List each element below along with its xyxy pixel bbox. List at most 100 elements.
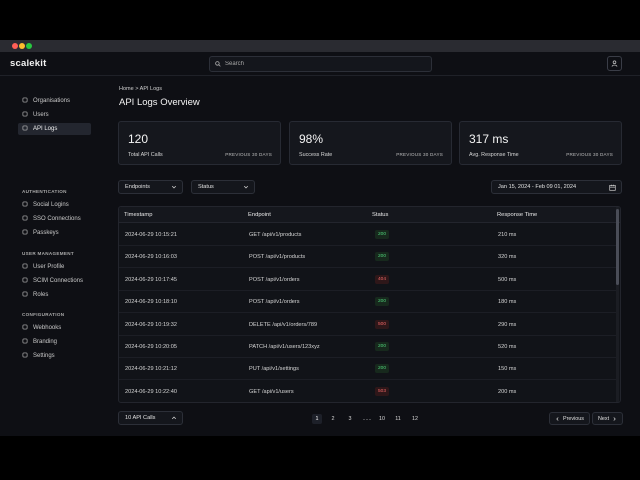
cell-timestamp: 2024-06-29 10:18:10 [125,299,177,306]
table-scrollbar[interactable] [616,207,619,402]
stat-period: PREVIOUS 30 DAYS [225,152,272,157]
cell-endpoint: GET /api/v1/users [249,388,294,395]
endpoints-dropdown[interactable]: Endpoints [118,180,183,194]
column-header-status[interactable]: Status [372,212,389,218]
gear-icon [22,352,33,360]
stat-card-response-time: 317 ms Avg. Response Time PREVIOUS 30 DA… [459,121,622,165]
stat-label: Avg. Response Time [469,152,519,158]
roles-icon [22,291,33,299]
page-12-button[interactable]: 12 [412,416,418,422]
cell-timestamp: 2024-06-29 10:16:03 [125,254,177,261]
sidebar: Organisations Users API Logs AUTHENTICATION… [0,76,100,436]
app-logo[interactable]: scalekit [10,58,47,69]
status-badge: 200 [375,342,390,351]
sidebar-item-roles[interactable]: Roles [18,289,91,301]
previous-page-button[interactable]: Previous [549,412,590,425]
pagination-ellipsis: ...... [362,416,372,422]
stat-card-success-rate: 98% Success Rate PREVIOUS 30 DAYS [289,121,452,165]
sidebar-item-api-logs[interactable]: API Logs [18,123,91,135]
sidebar-section-title: USER MANAGEMENT [22,251,74,256]
sidebar-item-users[interactable]: Users [18,109,91,121]
table-row[interactable]: 2024-06-29 10:17:45 POST /api/v1/orders 40… [119,269,616,291]
breadcrumb: Home > API Logs [119,86,162,92]
status-badge: 404 [375,274,390,284]
close-window-dot[interactable] [12,43,18,49]
page-10-button[interactable]: 10 [379,416,385,422]
user-menu-button[interactable] [607,56,622,71]
page-size-label: 10 API Calls [125,415,156,421]
page-2-button[interactable]: 2 [331,416,335,422]
next-page-button[interactable]: Next [592,412,624,425]
status-badge: 500 [375,319,390,329]
cell-endpoint: GET /api/v1/products [249,232,302,238]
column-header-endpoint[interactable]: Endpoint [248,212,271,218]
page-11-button[interactable]: 11 [395,416,401,422]
search-input[interactable] [225,61,405,67]
breadcrumb-current: API Logs [139,86,162,92]
table-row[interactable]: 2024-06-29 10:16:03 POST /api/v1/products… [119,246,616,269]
webhook-icon [22,324,33,332]
sidebar-item-label: Webhooks [33,325,62,331]
column-header-response-time[interactable]: Response Time [497,212,538,218]
date-range-picker[interactable]: Jan 15, 2024 - Feb 09 01, 2024 [491,180,622,194]
page-1-button[interactable]: 1 [312,414,322,424]
cell-endpoint: POST /api/v1/products [249,254,306,261]
cell-timestamp: 2024-06-29 10:15:21 [125,232,177,238]
scim-icon [22,277,33,285]
table-row[interactable]: 2024-06-29 10:22:40 GET /api/v1/users 503 2… [119,381,616,402]
sidebar-item-sso-connections[interactable]: SSO Connections [18,213,91,225]
sidebar-item-scim-connections[interactable]: SCIM Connections [18,275,91,287]
table-row[interactable]: 2024-06-29 10:20:05 PATCH /api/v1/users/1… [119,336,616,358]
building-icon [22,97,33,105]
chevron-down-icon [171,185,177,189]
profile-icon [22,263,33,271]
page-3-button[interactable]: 3 [348,416,352,422]
page-title: API Logs Overview [119,97,200,108]
stat-value: 120 [128,132,149,146]
sidebar-item-user-profile[interactable]: User Profile [18,261,91,273]
cell-response-time: 150 ms [498,366,517,373]
column-header-timestamp[interactable]: Timestamp [124,212,153,218]
cell-endpoint: DELETE /api/v1/orders/789 [249,321,318,328]
table-row[interactable]: 2024-06-29 10:19:32 DELETE /api/v1/orders… [119,314,616,336]
browser-window: scalekit Organisations Users API Logs AUTHE… [0,40,640,436]
cell-response-time: 210 ms [498,232,517,238]
sidebar-item-social-logins[interactable]: Social Logins [18,199,91,211]
search-box[interactable] [209,56,432,72]
cell-response-time: 290 ms [498,321,517,328]
stat-value: 98% [299,132,324,146]
cell-response-time: 520 ms [498,344,517,350]
sidebar-item-label: Branding [33,339,58,345]
sidebar-item-label: SSO Connections [33,216,81,222]
minimize-window-dot[interactable] [19,43,25,49]
table-row[interactable]: 2024-06-29 10:21:12 PUT /api/v1/settings 2… [119,358,616,381]
breadcrumb-home[interactable]: Home [119,86,134,92]
sidebar-item-label: User Profile [33,264,65,270]
api-logs-table: Timestamp Endpoint Status Response Time … [118,206,621,403]
cell-timestamp: 2024-06-29 10:19:32 [125,321,177,328]
table-row[interactable]: 2024-06-29 10:15:21 GET /api/v1/products 2… [119,224,616,246]
page-size-dropdown[interactable]: 10 API Calls [118,411,183,425]
stat-card-total-calls: 120 Total API Calls PREVIOUS 30 DAYS [118,121,281,165]
next-label: Next [598,415,610,422]
maximize-window-dot[interactable] [26,43,32,49]
sidebar-item-branding[interactable]: Branding [18,336,91,348]
sidebar-item-settings[interactable]: Settings [18,350,91,362]
sidebar-item-organisations[interactable]: Organisations [18,95,91,107]
calendar-icon [609,184,616,191]
social-icon [22,201,33,209]
status-dropdown[interactable]: Status [191,180,255,194]
status-badge: 200 [375,364,390,374]
cell-response-time: 500 ms [498,276,517,283]
stat-label: Success Rate [299,152,333,158]
stat-period: PREVIOUS 30 DAYS [566,152,613,157]
stat-value: 317 ms [469,132,509,146]
scrollbar-thumb[interactable] [616,209,619,285]
search-icon [215,61,221,67]
sidebar-item-webhooks[interactable]: Webhooks [18,322,91,334]
table-row[interactable]: 2024-06-29 10:18:10 POST /api/v1/orders 20… [119,291,616,314]
sidebar-item-passkeys[interactable]: Passkeys [18,227,91,239]
branding-icon [22,338,33,346]
sidebar-item-label: Users [33,112,49,118]
